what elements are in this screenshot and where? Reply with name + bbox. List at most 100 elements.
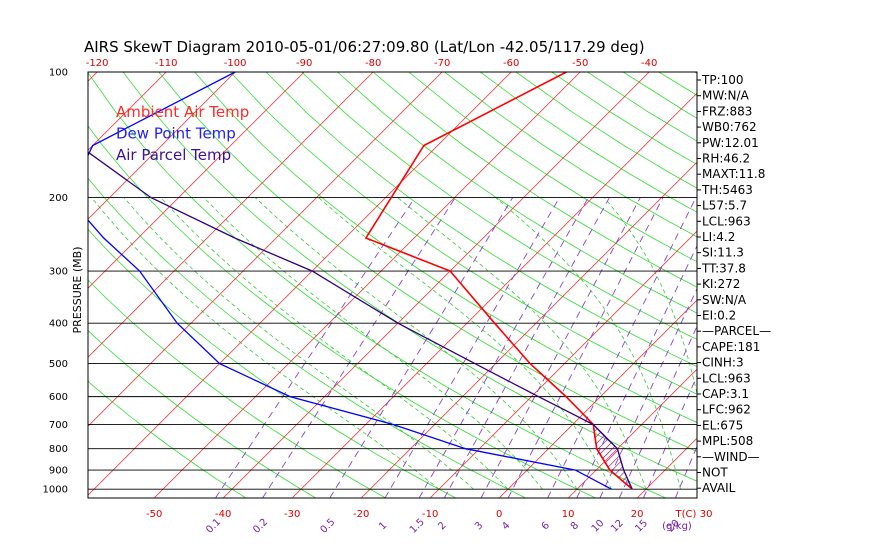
legend-entry: Dew Point Temp	[116, 125, 236, 143]
top-temperature-tick: -80	[365, 58, 381, 69]
stat-item: MW:N/A	[702, 89, 750, 103]
top-temperature-tick: -40	[641, 58, 657, 69]
pressure-tick-label: 600	[49, 392, 68, 403]
moist-adiabat-line	[318, 197, 612, 490]
dry-adiabat-line	[408, 72, 697, 263]
bottom-temperature-tick: 30	[700, 509, 713, 520]
top-temperature-tick: -90	[296, 58, 312, 69]
mixing-ratio-tick: 3	[473, 520, 485, 532]
stat-item: KI:272	[702, 277, 740, 291]
stat-item: MPL:508	[702, 434, 753, 448]
dry-adiabat-line	[802, 72, 870, 498]
dry-adiabat-line	[88, 279, 386, 498]
dry-adiabat-line	[766, 72, 870, 498]
stat-item: EI:0.2	[702, 309, 736, 323]
dry-adiabat-line	[372, 72, 697, 288]
bottom-temperature-tick: -50	[146, 509, 162, 520]
moist-adiabat-line	[91, 197, 440, 490]
dry-adiabat-line	[265, 72, 697, 368]
grid-layer	[88, 72, 870, 498]
mixing-ratio-tick: 0.5	[319, 517, 338, 536]
stat-item: WB0:762	[702, 120, 757, 134]
isotherm-line	[498, 299, 697, 498]
mixing-ratio-tick: 0.2	[251, 517, 270, 536]
moist-adiabat-line	[203, 197, 543, 490]
mixing-ratio-line	[443, 197, 610, 498]
isotherm-line	[153, 72, 581, 498]
stat-item: LCL:963	[702, 371, 751, 385]
bottom-temperature-tick: -10	[422, 509, 438, 520]
dry-adiabat-line	[122, 72, 697, 482]
legend: Ambient Air Temp Dew Point Temp Air Parcel…	[116, 103, 249, 164]
isotherm-line	[360, 161, 697, 498]
stat-item: TP:100	[701, 73, 744, 87]
mixing-ratio-tick: 4	[500, 520, 512, 532]
stat-item: RH:46.2	[702, 152, 750, 166]
dry-adiabat-line	[158, 72, 697, 452]
pressure-tick-label: 1000	[43, 485, 68, 496]
mixing-ratio-line	[329, 197, 514, 498]
top-temperature-tick: -100	[224, 58, 247, 69]
stat-item: PW:12.01	[702, 136, 759, 150]
top-temperature-tick: -70	[434, 58, 450, 69]
top-temperature-tick: -120	[86, 58, 109, 69]
moist-adiabat-line	[123, 197, 474, 490]
mixing-ratio-tick: 6	[540, 520, 552, 532]
mixing-ratio-tick: 10	[590, 518, 607, 535]
bottom-temperature-tick: -20	[353, 509, 369, 520]
mixing-ratio-line	[674, 445, 697, 498]
isotherm-line	[567, 368, 697, 498]
bottom-temperature-tick: -40	[215, 509, 231, 520]
dry-adiabat-line	[88, 72, 666, 498]
dry-adiabat-line	[658, 72, 697, 96]
mixing-ratio-line	[384, 197, 560, 498]
moist-adiabat-line	[255, 197, 578, 490]
pressure-tick-label: 500	[49, 359, 68, 370]
top-temperature-tick: -60	[503, 58, 519, 69]
stat-item: L57:5.7	[702, 199, 747, 213]
isotherm-line	[291, 92, 697, 498]
moist-adiabat-line	[604, 197, 697, 396]
isotherm-line	[844, 72, 870, 498]
pressure-tick-label: 800	[49, 444, 68, 455]
stat-item: FRZ:883	[702, 104, 752, 118]
stat-item: CINH:3	[702, 356, 744, 370]
mixing-ratio-unit-label: (g/kg)	[662, 521, 692, 532]
pressure-tick-label: 100	[49, 68, 68, 79]
isotherm-line	[222, 72, 650, 498]
top-temperature-tick: -50	[572, 58, 588, 69]
plot-frame	[87, 71, 698, 499]
stat-item: AVAIL	[702, 481, 736, 495]
mixing-ratio-tick: 1	[377, 520, 389, 532]
stat-item: TT:37.8	[701, 261, 746, 275]
legend-entry: Ambient Air Temp	[116, 103, 249, 121]
dry-adiabat-line	[88, 125, 596, 498]
mixing-ratio-line	[480, 197, 641, 498]
mixing-ratio-line	[215, 197, 416, 498]
isotherm-line	[429, 230, 697, 498]
y-axis-label: PRESSURE (MB)	[71, 247, 84, 334]
mixing-ratio-tick: 8	[569, 520, 581, 532]
dry-adiabat-line	[837, 72, 870, 498]
series-layer	[88, 72, 633, 490]
isotherm-line	[88, 72, 374, 358]
mixing-ratio-tick: 2	[436, 520, 448, 532]
bottom-temperature-tick: 0	[496, 509, 502, 520]
chart-title: AIRS SkewT Diagram 2010-05-01/06:27:09.8…	[84, 38, 645, 56]
bottom-temperature-tick: -30	[284, 509, 300, 520]
mixing-ratio-line	[262, 197, 456, 498]
pressure-tick-label: 300	[49, 267, 68, 278]
stat-item: —WIND—	[702, 450, 760, 464]
isotherm-line	[88, 72, 443, 427]
dry-adiabat-line	[301, 72, 697, 340]
mixing-ratio-line	[418, 197, 589, 498]
dry-adiabat-line	[230, 72, 697, 395]
bottom-unit-label: T(C)	[675, 509, 697, 520]
stat-item: CAP:3.1	[702, 387, 749, 401]
mixing-ratio-line	[507, 197, 664, 498]
mixing-ratio-line	[756, 198, 867, 498]
mixing-ratio-line	[618, 325, 697, 498]
bottom-temperature-tick: 10	[562, 509, 575, 520]
